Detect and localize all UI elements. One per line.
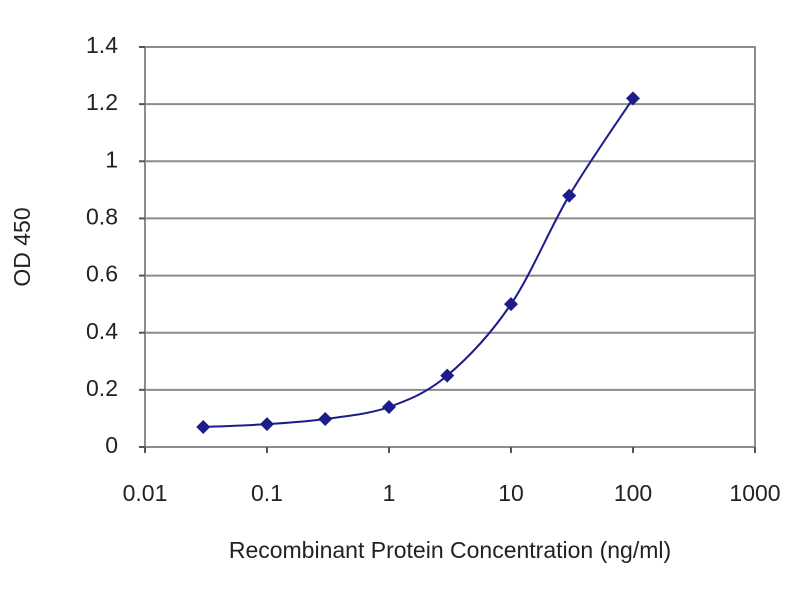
plot-area: [144, 46, 756, 448]
x-tick-label: 100: [614, 480, 652, 506]
data-point: [504, 297, 518, 312]
data-point: [440, 368, 455, 383]
x-tick-label: 0.01: [123, 480, 168, 506]
data-point: [260, 417, 274, 432]
data-point: [318, 412, 333, 426]
y-tick-label: 0.4: [86, 318, 118, 344]
y-axis-label: OD 450: [9, 207, 35, 286]
y-tick-label: 0.8: [86, 204, 118, 230]
x-tick-label: 10: [498, 480, 524, 506]
y-tick-label: 1.4: [86, 32, 118, 58]
x-tick-label: 0.1: [251, 480, 283, 506]
data-point: [382, 400, 396, 414]
data-point: [562, 188, 577, 203]
x-tick-label: 1000: [729, 480, 780, 506]
x-axis-label: Recombinant Protein Concentration (ng/ml…: [229, 537, 671, 563]
y-tick-label: 0: [105, 432, 118, 458]
y-tick-label: 0.6: [86, 261, 118, 287]
y-tick-label: 0.2: [86, 375, 118, 401]
y-tick-label: 1: [105, 146, 118, 172]
data-point: [626, 91, 640, 106]
y-tick-label: 1.2: [86, 89, 118, 115]
x-tick-label: 1: [383, 480, 396, 506]
data-point: [196, 420, 211, 434]
